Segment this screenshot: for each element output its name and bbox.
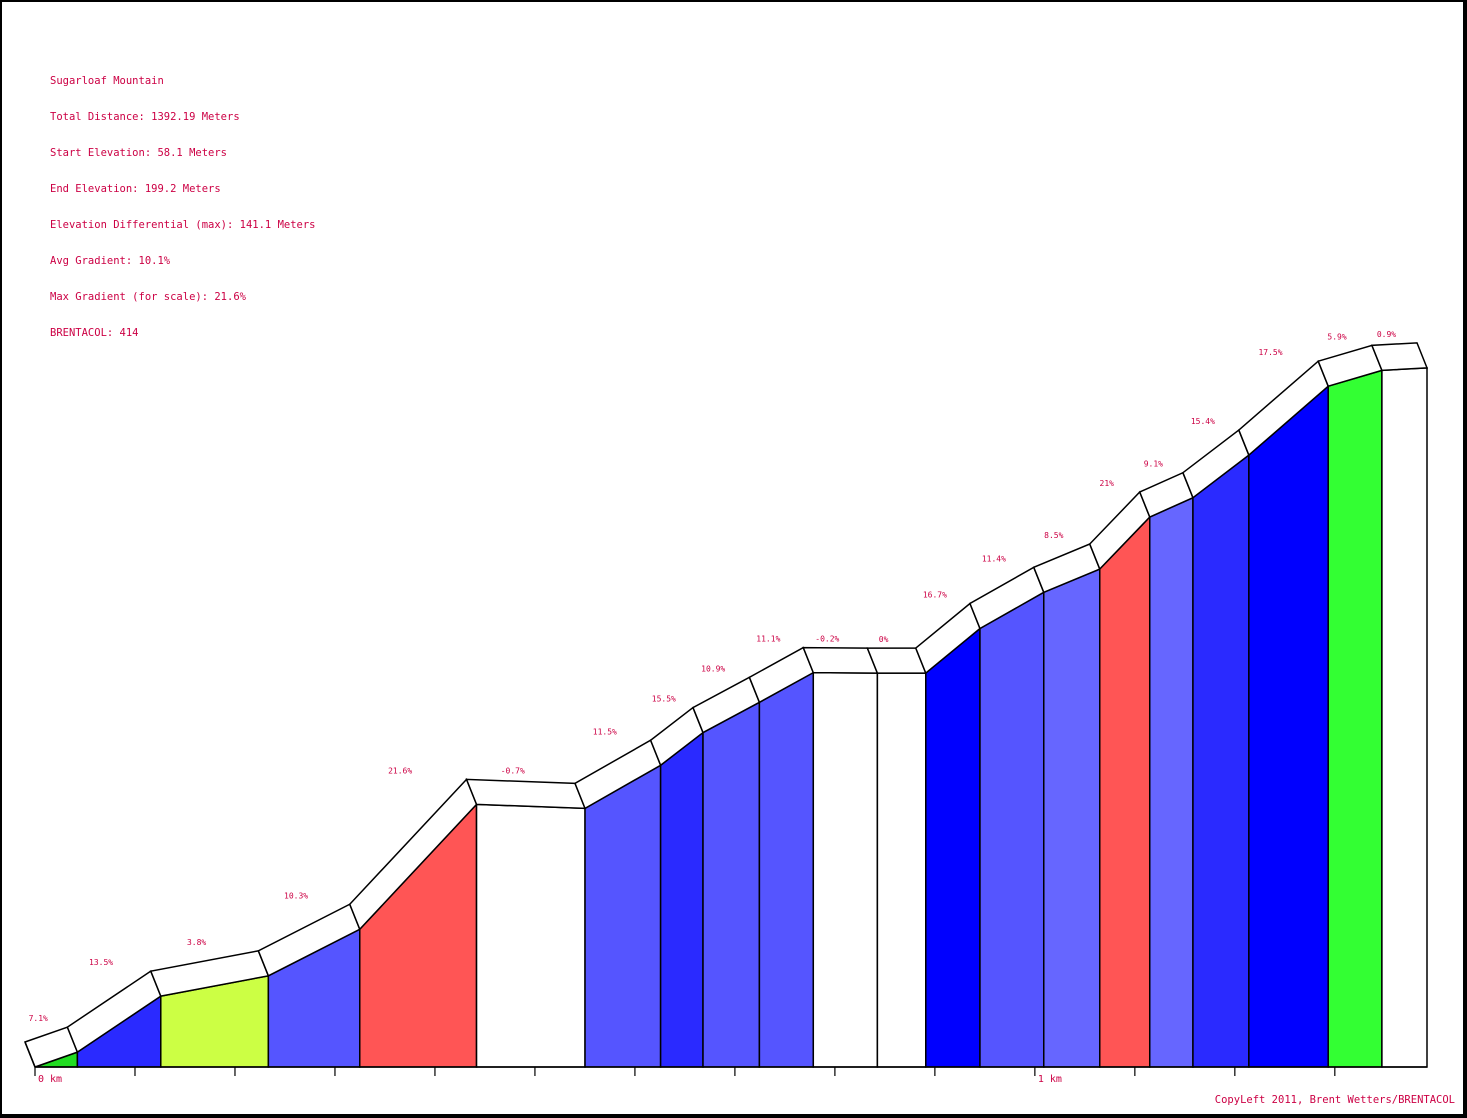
- gradient-label: 16.7%: [923, 590, 947, 599]
- gradient-segment: [475, 803, 586, 1068]
- gradient-label: 0.9%: [1377, 330, 1396, 339]
- gradient-segment: [758, 671, 815, 1068]
- gradient-label: 17.5%: [1258, 348, 1282, 357]
- gradient-segment: [1043, 567, 1101, 1068]
- gradient-label: 9.1%: [1144, 460, 1163, 469]
- gradient-segment: [1099, 515, 1151, 1068]
- gradient-label: 13.5%: [89, 958, 113, 967]
- max-gradient: Max Gradient (for scale): 21.6%: [50, 291, 246, 303]
- gradient-segment: [1381, 367, 1428, 1068]
- profile-ribbon: [802, 646, 879, 674]
- gradient-segment: [876, 672, 927, 1068]
- gradient-label: 8.5%: [1044, 531, 1063, 540]
- brentacol-score: BRENTACOL: 414: [50, 327, 139, 339]
- gradient-label: 15.4%: [1191, 417, 1215, 426]
- gradient-segment: [1248, 384, 1329, 1068]
- gradient-label: 15.5%: [652, 695, 676, 704]
- gradient-label: 11.1%: [756, 635, 780, 644]
- gradient-segment: [812, 671, 879, 1068]
- gradient-label: 10.3%: [284, 891, 308, 900]
- end-elevation: End Elevation: 199.2 Meters: [50, 183, 221, 195]
- climb-name: Sugarloaf Mountain: [50, 75, 164, 87]
- start-elevation: Start Elevation: 58.1 Meters: [50, 147, 228, 159]
- gradient-segment: [979, 591, 1045, 1068]
- gradient-segment: [702, 701, 761, 1068]
- gradient-label: 7.1%: [29, 1014, 48, 1023]
- copyright-notice: CopyLeft 2011, Brent Wetters/BRENTACOL: [1214, 1094, 1455, 1106]
- gradient-label: -0.2%: [815, 635, 839, 644]
- gradient-segment: [1148, 496, 1194, 1068]
- gradient-segment: [659, 731, 704, 1068]
- gradient-segment: [584, 763, 662, 1068]
- elevation-differential: Elevation Differential (max): 141.1 Mete…: [50, 219, 316, 231]
- profile-ribbon: [465, 778, 587, 810]
- total-distance: Total Distance: 1392.19 Meters: [50, 111, 240, 123]
- ribbon-cap: [24, 1041, 36, 1068]
- gradient-segment: [925, 626, 981, 1068]
- gradient-label: 3.8%: [187, 938, 206, 947]
- avg-gradient: Avg Gradient: 10.1%: [50, 255, 171, 267]
- x-axis-tick-label: 1 km: [1038, 1074, 1062, 1085]
- gradient-label: 0%: [879, 635, 889, 644]
- gradient-segment: [1192, 453, 1250, 1068]
- gradient-label: 11.4%: [982, 554, 1006, 563]
- gradient-label: 5.9%: [1327, 332, 1346, 341]
- gradient-label: 10.9%: [701, 664, 725, 673]
- gradient-label: 21.6%: [388, 766, 412, 775]
- gradient-label: 11.5%: [593, 727, 617, 736]
- gradient-segment: [1327, 369, 1383, 1068]
- gradient-label: -0.7%: [501, 766, 525, 775]
- gradient-label: 21%: [1100, 479, 1115, 488]
- profile-ribbon: [1370, 342, 1429, 372]
- ride-info-panel: Sugarloaf Mountain Total Distance: 1392.…: [50, 51, 316, 363]
- x-axis-tick-label: 0 km: [38, 1074, 62, 1085]
